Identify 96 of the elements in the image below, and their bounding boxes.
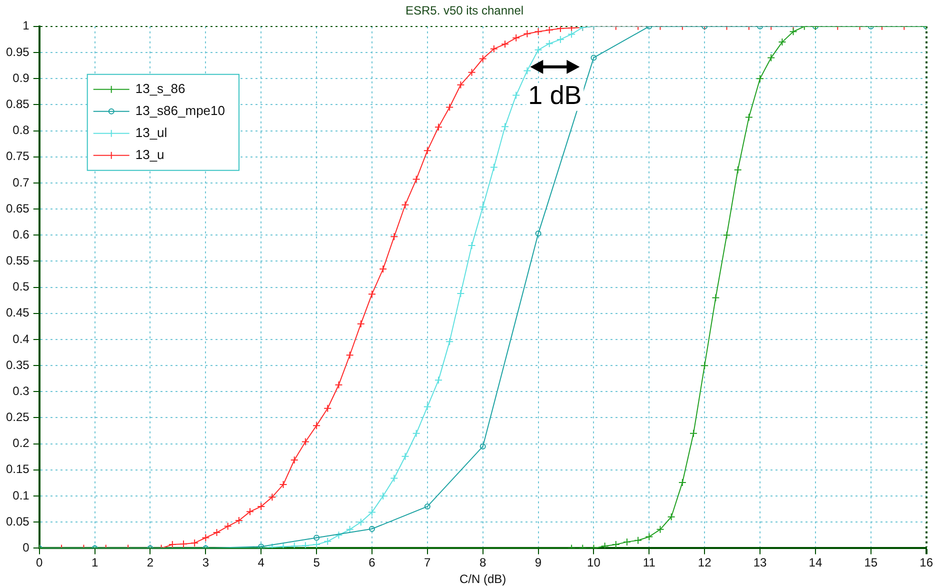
legend-label: 13_u <box>135 146 164 162</box>
point <box>789 28 798 36</box>
x-tick-label: 1 <box>91 556 98 570</box>
y-tick-label: 0.25 <box>6 410 30 424</box>
point <box>568 30 576 38</box>
x-tick-label: 8 <box>479 556 486 570</box>
point <box>324 537 332 546</box>
annotation: 1 dB <box>528 80 582 110</box>
y-tick-label: 0.1 <box>12 488 30 502</box>
x-axis-title: C/N (dB) <box>460 572 506 586</box>
y-tick-label: 0.15 <box>6 462 30 476</box>
point <box>612 540 620 548</box>
point <box>424 503 430 510</box>
point <box>667 512 676 521</box>
point <box>600 542 609 548</box>
y-tick-label: 0.85 <box>6 96 30 111</box>
y-tick-label: 0.9 <box>12 70 30 85</box>
point <box>368 508 376 516</box>
x-tick-label: 0 <box>36 556 44 570</box>
point <box>512 91 520 100</box>
point <box>556 35 564 44</box>
point <box>700 362 709 370</box>
point <box>722 231 731 240</box>
point <box>468 242 476 250</box>
point <box>314 534 320 541</box>
point <box>734 166 742 174</box>
y-tick-label: 0.5 <box>12 280 30 294</box>
point <box>446 338 454 346</box>
chart-title: ESR5. v50 its channel <box>405 4 524 18</box>
x-tick-label: 12 <box>698 556 712 570</box>
x-tick-label: 5 <box>313 556 320 570</box>
x-tick-label: 9 <box>534 556 542 570</box>
y-tick-label: 0.75 <box>6 149 30 164</box>
y-tick-label: 0.05 <box>6 514 30 528</box>
x-tick-label: 2 <box>146 556 154 570</box>
point <box>756 74 764 83</box>
x-tick-label: 13 <box>753 556 768 570</box>
x-tick-label: 3 <box>202 556 210 570</box>
legend-label: 13_ul <box>135 124 168 140</box>
point <box>712 294 720 302</box>
y-tick-label: 0.3 <box>12 384 30 398</box>
point <box>312 540 321 548</box>
point <box>434 376 442 384</box>
point <box>401 452 410 460</box>
legend-label: 13_s86_mpe10 <box>135 102 225 118</box>
y-tick-label: 0.35 <box>6 358 30 372</box>
y-tick-label: 0.2 <box>12 436 30 450</box>
y-tick-label: 0.7 <box>12 175 30 190</box>
point <box>523 66 532 75</box>
point <box>535 230 542 237</box>
point <box>678 478 686 486</box>
point <box>634 536 642 544</box>
point <box>478 202 487 211</box>
y-tick-label: 0 <box>22 540 30 555</box>
x-tick-label: 14 <box>808 556 822 570</box>
y-tick-label: 1 <box>22 18 30 33</box>
y-tick-label: 0.6 <box>12 227 30 242</box>
point <box>689 429 698 438</box>
point <box>456 290 465 298</box>
x-tick-label: 6 <box>368 556 376 570</box>
x-tick-label: 16 <box>920 556 934 570</box>
point <box>778 38 786 46</box>
point <box>545 40 554 48</box>
point <box>744 113 753 122</box>
point <box>379 492 388 500</box>
point <box>390 474 398 482</box>
point <box>656 525 664 534</box>
point <box>534 46 542 54</box>
x-tick-label: 7 <box>424 556 432 570</box>
y-tick-label: 0.95 <box>6 44 30 59</box>
point <box>334 531 343 540</box>
y-tick-label: 0.65 <box>6 201 30 216</box>
y-tick-label: 0.4 <box>12 332 30 346</box>
x-tick-label: 4 <box>258 556 265 570</box>
point <box>480 443 486 450</box>
point <box>490 163 498 172</box>
point <box>301 542 310 548</box>
point <box>290 542 298 548</box>
point <box>645 532 654 541</box>
point <box>346 525 354 534</box>
y-tick-label: 0.8 <box>12 123 30 138</box>
point <box>423 402 432 411</box>
point <box>501 122 510 131</box>
x-tick-label: 15 <box>864 556 878 570</box>
point <box>412 429 420 438</box>
point <box>767 54 776 62</box>
point <box>368 526 375 532</box>
legend-label: 13_s_86 <box>135 80 186 96</box>
y-tick-label: 0.55 <box>6 254 30 268</box>
point <box>356 518 365 526</box>
y-tick-label: 0.45 <box>6 306 30 320</box>
point <box>590 54 597 61</box>
point <box>622 538 631 546</box>
point <box>279 542 288 548</box>
x-tick-label: 10 <box>587 556 601 570</box>
x-tick-label: 11 <box>642 556 656 570</box>
